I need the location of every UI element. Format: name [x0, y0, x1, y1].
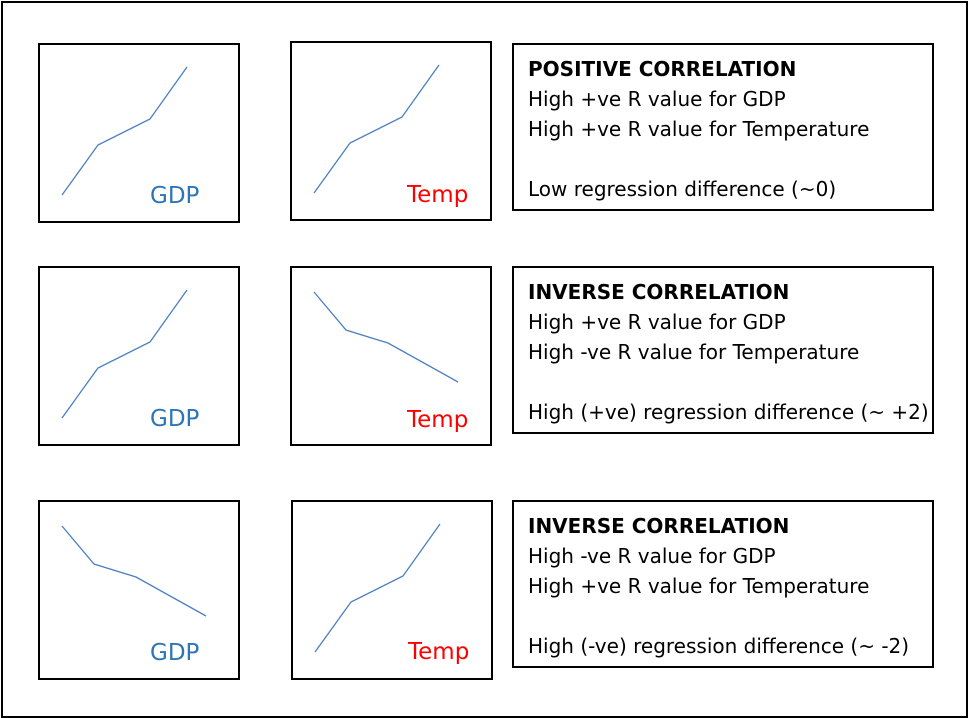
trend-line	[61, 289, 188, 419]
description-box-1: POSITIVE CORRELATION High +ve R value fo…	[512, 43, 934, 211]
gdp-chart-1: GDP	[38, 43, 240, 223]
description-line: High +ve R value for GDP	[528, 87, 786, 111]
temp-chart-1: Temp	[290, 41, 492, 221]
heading: INVERSE CORRELATION	[528, 280, 790, 304]
gdp-chart-3: GDP	[38, 500, 240, 680]
description-line	[528, 601, 918, 631]
trend-line	[61, 525, 207, 617]
gdp-label: GDP	[150, 640, 200, 666]
temp-label: Temp	[408, 639, 470, 665]
description-line: High +ve R value for Temperature	[528, 117, 870, 141]
description-line: High (+ve) regression difference (~ +2)	[528, 400, 929, 424]
description-box-3: INVERSE CORRELATION High -ve R value for…	[512, 500, 934, 668]
rising-trend-polyline	[61, 289, 188, 419]
temp-label: Temp	[407, 182, 469, 208]
heading: POSITIVE CORRELATION	[528, 57, 797, 81]
rising-trend-polyline	[314, 523, 441, 653]
falling-trend-polyline	[313, 291, 459, 383]
description-box-2: INVERSE CORRELATION High +ve R value for…	[512, 266, 934, 434]
heading: INVERSE CORRELATION	[528, 514, 790, 538]
description-line: High -ve R value for Temperature	[528, 340, 860, 364]
trend-line	[61, 66, 188, 196]
trend-line	[313, 291, 459, 383]
description-line: High +ve R value for Temperature	[528, 574, 870, 598]
falling-trend-polyline	[61, 525, 207, 617]
description-line	[528, 144, 918, 174]
rising-trend-polyline	[313, 64, 440, 194]
gdp-chart-2: GDP	[38, 266, 240, 446]
description-line	[528, 367, 918, 397]
gdp-label: GDP	[150, 183, 200, 209]
description-line: Low regression difference (~0)	[528, 177, 837, 201]
trend-line	[313, 64, 440, 194]
gdp-label: GDP	[150, 406, 200, 432]
description-line: High +ve R value for GDP	[528, 310, 786, 334]
rising-trend-polyline	[61, 66, 188, 196]
trend-line	[314, 523, 441, 653]
temp-label: Temp	[407, 407, 469, 433]
temp-chart-3: Temp	[291, 500, 493, 680]
description-line: High (-ve) regression difference (~ -2)	[528, 634, 910, 658]
description-line: High -ve R value for GDP	[528, 544, 776, 568]
temp-chart-2: Temp	[290, 266, 492, 446]
